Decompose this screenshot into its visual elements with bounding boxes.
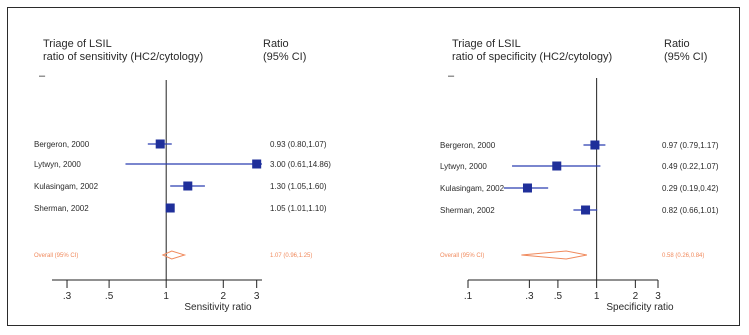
study-ratio-ci: 3.00 (0.61,14.86) bbox=[270, 160, 331, 169]
study-label: Kulasingam, 2002 bbox=[34, 182, 99, 191]
x-axis-label: Specificity ratio bbox=[606, 302, 674, 313]
study-ratio-ci: 1.05 (1.01,1.10) bbox=[270, 204, 327, 213]
x-tick-label: .1 bbox=[464, 291, 473, 302]
study-ratio-ci: 1.30 (1.05,1.60) bbox=[270, 182, 327, 191]
figure-frame bbox=[7, 7, 740, 326]
x-tick-label: 2 bbox=[221, 291, 227, 302]
ci-header: (95% CI) bbox=[664, 51, 707, 63]
overall-ratio-ci: 1.07 (0.96,1.25) bbox=[270, 253, 312, 259]
study-label: Sherman, 2002 bbox=[34, 204, 89, 213]
study-label: Sherman, 2002 bbox=[440, 206, 495, 215]
study-ratio-ci: 0.97 (0.79,1.17) bbox=[662, 141, 719, 150]
overall-diamond bbox=[521, 250, 587, 260]
study-point-marker bbox=[252, 159, 262, 169]
study-point-marker bbox=[183, 181, 193, 191]
panel-title-line1: Triage of LSIL bbox=[43, 38, 112, 50]
panel-title-line2: ratio of specificity (HC2/cytology) bbox=[452, 51, 612, 63]
x-tick-label: 1 bbox=[594, 291, 600, 302]
overall-ratio-ci: 0.58 (0.26,0.84) bbox=[662, 253, 704, 259]
x-tick-label: .3 bbox=[525, 291, 534, 302]
overall-label: Overall (95% CI) bbox=[34, 253, 78, 259]
ci-header: (95% CI) bbox=[263, 51, 306, 63]
study-ratio-ci: 0.29 (0.19,0.42) bbox=[662, 184, 719, 193]
panel-title-line2: ratio of sensitivity (HC2/cytology) bbox=[43, 51, 203, 63]
x-tick-label: 3 bbox=[254, 291, 260, 302]
x-tick-label: .5 bbox=[105, 291, 114, 302]
header-dash: – bbox=[39, 70, 46, 82]
study-point-marker bbox=[155, 139, 165, 149]
x-tick-label: 1 bbox=[163, 291, 169, 302]
study-ratio-ci: 0.82 (0.66,1.01) bbox=[662, 206, 719, 215]
study-label: Kulasingam, 2002 bbox=[440, 184, 505, 193]
study-point-marker bbox=[581, 205, 591, 215]
study-point-marker bbox=[165, 203, 175, 213]
overall-label: Overall (95% CI) bbox=[440, 253, 484, 259]
x-axis-label: Sensitivity ratio bbox=[184, 302, 252, 313]
x-tick-label: 2 bbox=[633, 291, 639, 302]
x-tick-label: 3 bbox=[655, 291, 661, 302]
study-label: Bergeron, 2000 bbox=[440, 141, 496, 150]
study-point-marker bbox=[522, 183, 532, 193]
overall-diamond bbox=[161, 250, 187, 260]
panel-title-line1: Triage of LSIL bbox=[452, 38, 521, 50]
x-tick-label: .5 bbox=[554, 291, 563, 302]
ratio-header: Ratio bbox=[263, 38, 289, 50]
study-point-marker bbox=[590, 140, 600, 150]
study-label: Lytwyn, 2000 bbox=[440, 162, 487, 171]
ratio-header: Ratio bbox=[664, 38, 690, 50]
header-dash: – bbox=[448, 70, 455, 82]
study-ratio-ci: 0.93 (0.80,1.07) bbox=[270, 140, 327, 149]
study-point-marker bbox=[552, 161, 562, 171]
study-ratio-ci: 0.49 (0.22,1.07) bbox=[662, 162, 719, 171]
study-label: Lytwyn, 2000 bbox=[34, 160, 81, 169]
study-label: Bergeron, 2000 bbox=[34, 140, 90, 149]
x-tick-label: .3 bbox=[63, 291, 72, 302]
